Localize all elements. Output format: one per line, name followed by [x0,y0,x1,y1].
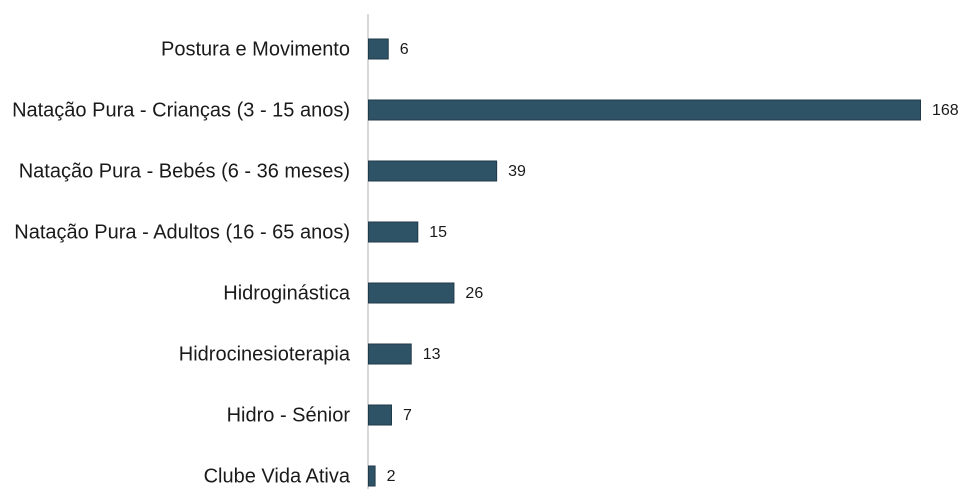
category-label: Natação Pura - Adultos (16 - 65 anos) [14,221,350,243]
bar [368,343,412,365]
category-label: Hidrocinesioterapia [179,343,351,365]
bar [368,465,376,487]
category-label: Natação Pura - Crianças (3 - 15 anos) [12,99,350,121]
category-label: Natação Pura - Bebés (6 - 36 meses) [19,160,350,182]
bar [368,221,419,243]
value-label: 6 [400,41,409,58]
bar [368,160,498,182]
value-label: 26 [465,285,483,302]
bar [368,38,389,60]
value-label: 168 [932,102,959,119]
category-label: Hidro - Sénior [227,404,351,426]
category-label: Hidroginástica [223,282,351,304]
value-label: 2 [387,468,396,485]
bar [368,404,392,426]
bar [368,99,921,121]
value-label: 13 [423,346,441,363]
value-label: 15 [429,224,447,241]
value-label: 7 [403,407,412,424]
bar [368,282,455,304]
category-label: Clube Vida Ativa [204,465,351,487]
value-label: 39 [508,163,526,180]
category-label: Postura e Movimento [161,38,350,60]
